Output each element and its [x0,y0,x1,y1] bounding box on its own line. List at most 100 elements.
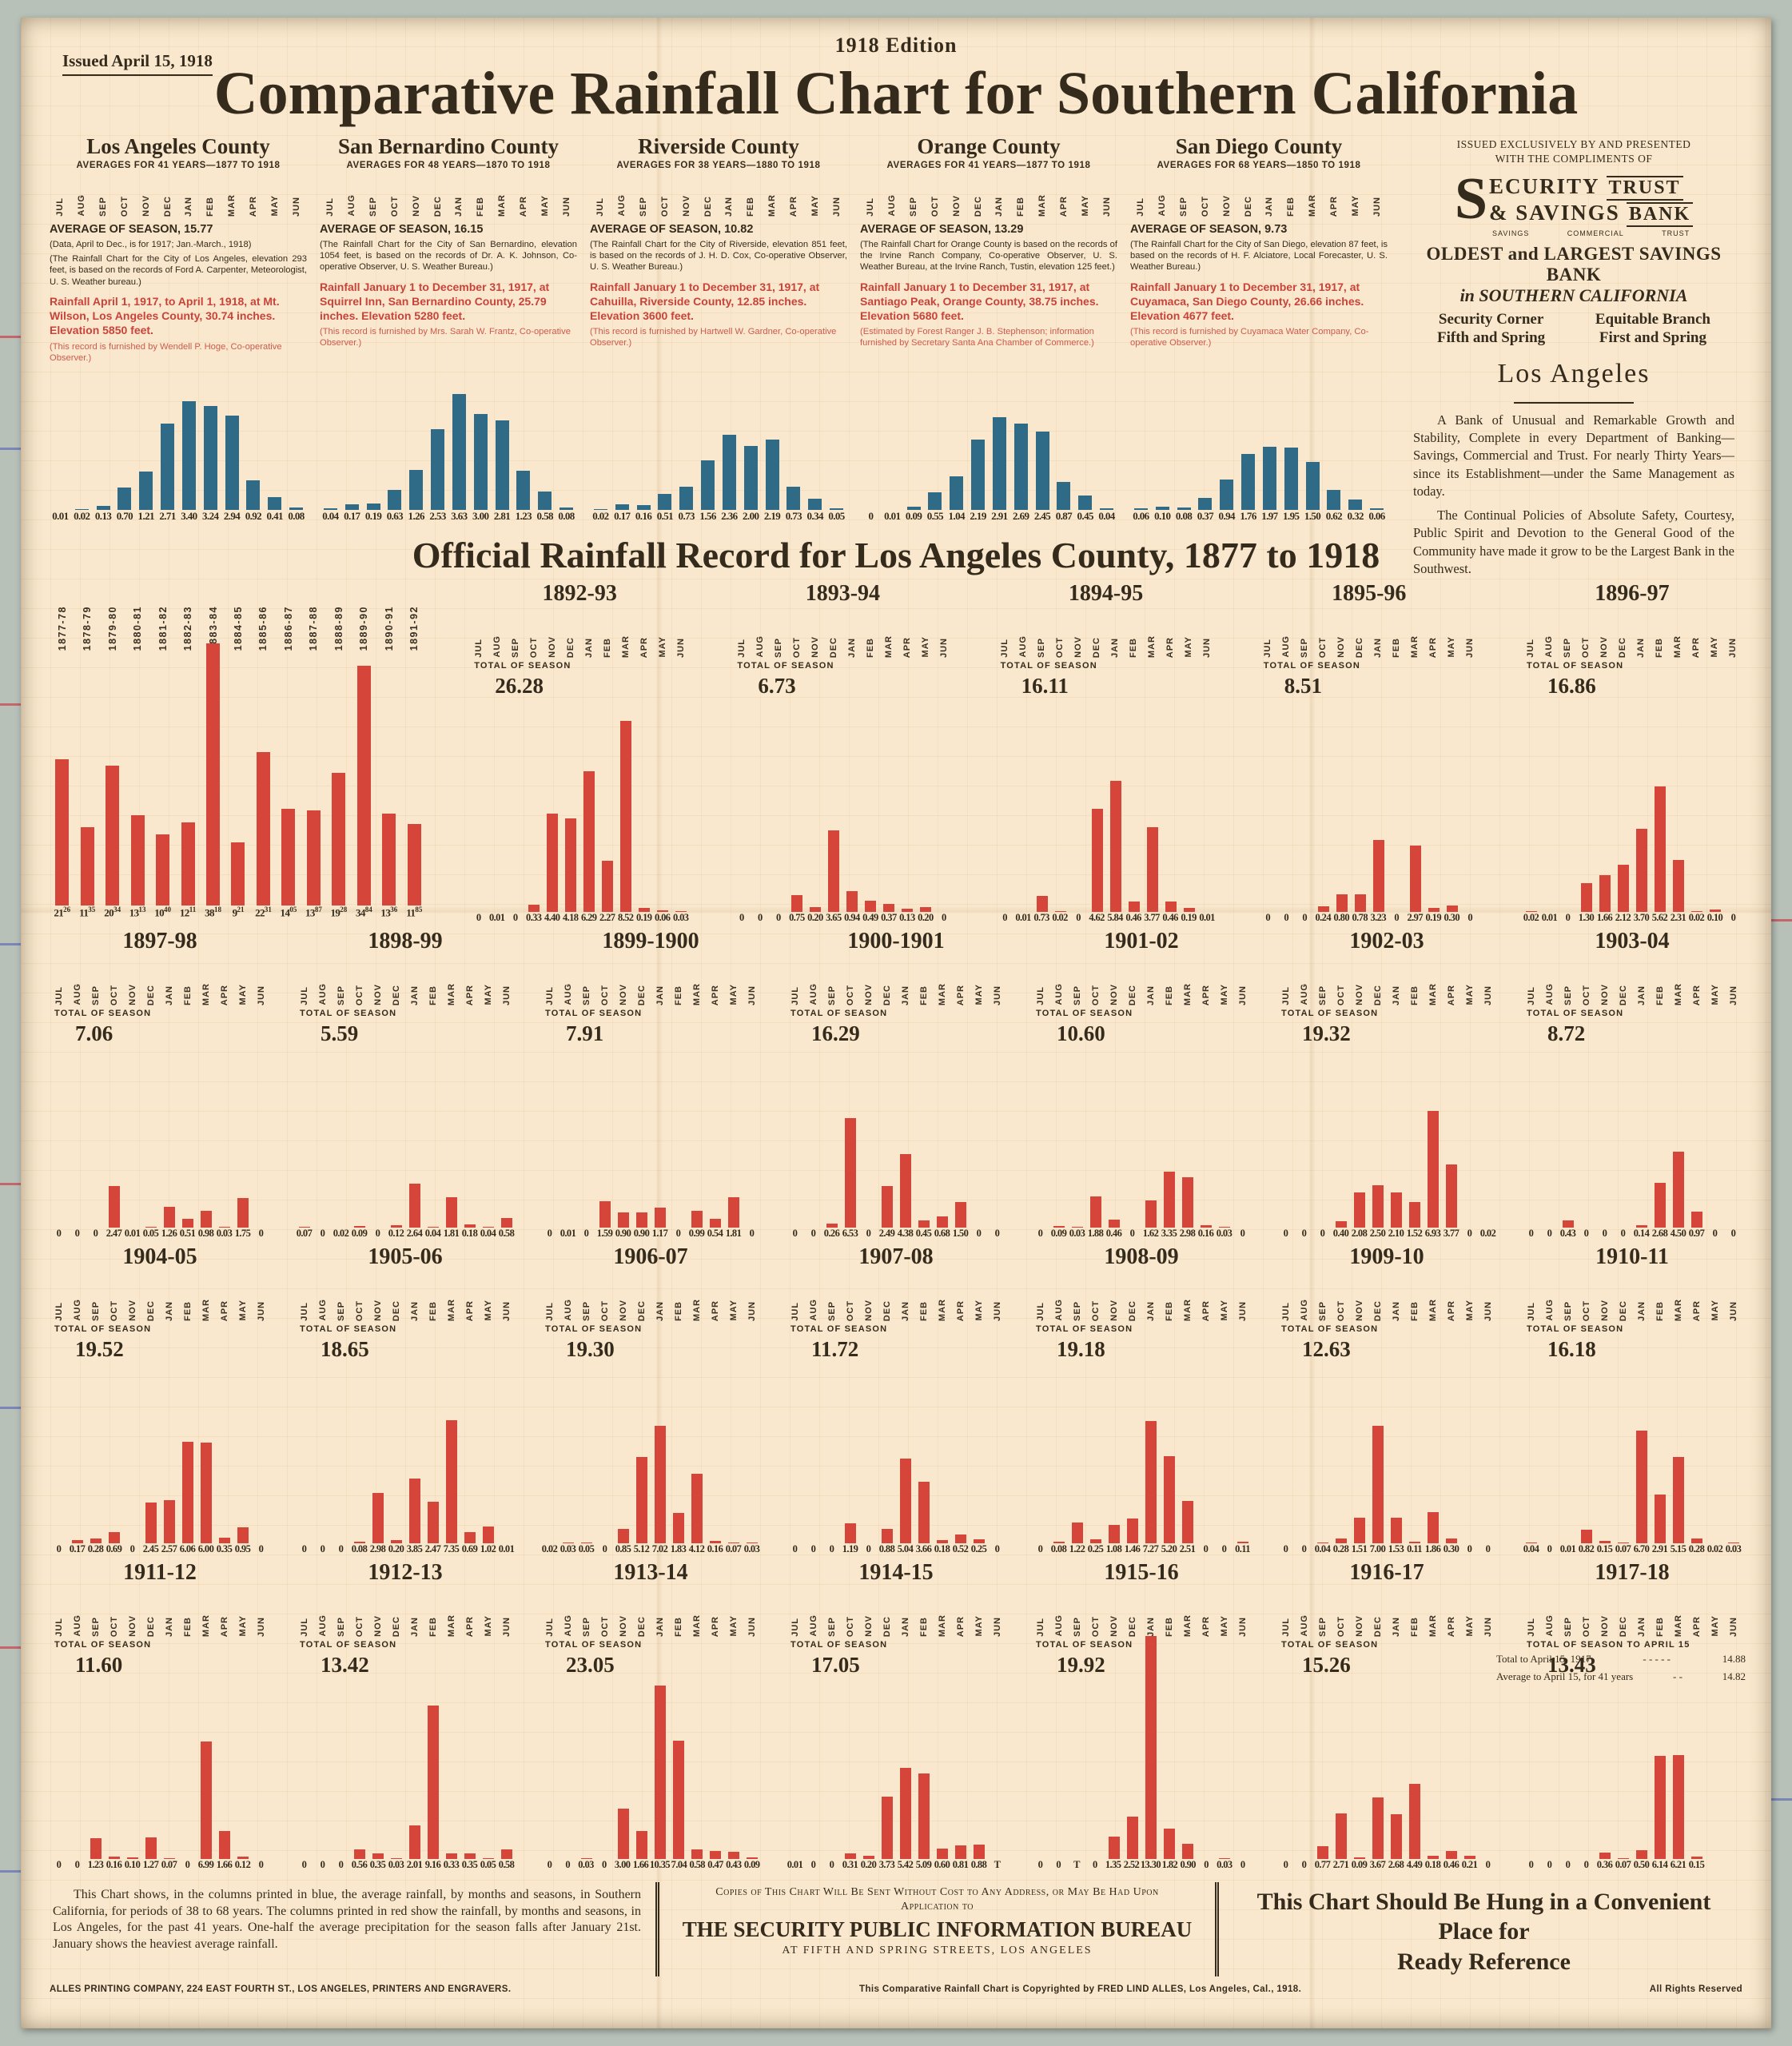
rain-bar [345,504,359,510]
month-column: AUG [1540,964,1559,1005]
season-block: 1898-99 JUL AUG SEP OCT NOV DEC JAN FEB MAR APR MAY… [295,929,516,1240]
month-column: JUN [1233,1595,1252,1637]
season-block: 1904-05 JUL AUG SEP OCT NOV DEC JAN FEB MAR APR MAY… [50,1244,270,1555]
season-chart: TOTAL OF SEASON 7.06 [50,1005,270,1228]
year-label: 1888-89 [333,606,344,651]
month-label: JAN [900,985,910,1005]
total-of-season: TOTAL OF SEASON 18.65 [300,1324,396,1362]
value-label: 0 [749,1227,755,1239]
rain-bar [464,1531,476,1543]
value-label: 0 [547,1227,552,1239]
value-label: 0 [1129,1227,1135,1239]
rain-bar [299,1226,310,1228]
month-label: MAR [1182,1298,1193,1321]
month-label: JUN [1728,1300,1738,1321]
value-label: 0.07 [296,1227,313,1239]
month-label: AUG [563,983,573,1005]
month-label: OCT [1200,195,1210,217]
total-of-season-label: TOTAL OF SEASON [474,660,571,671]
month-column: MAR [762,177,783,217]
total-of-season-value: 16.18 [1547,1336,1596,1361]
rain-bar [1673,1456,1684,1543]
month-column: JAN [896,964,914,1005]
bank-logo-line2: & SAVINGS [1489,201,1620,225]
month-column: MAR [1178,964,1197,1005]
value-label: 0.45 [1077,509,1094,522]
month-label: DEC [1243,195,1253,217]
rain-bar [1348,499,1362,510]
value-label: 0.46 [1443,1858,1459,1870]
value-label: 2.36 [721,509,738,522]
month-label: NOV [1354,1299,1364,1321]
season-block: 1913-14 JUL AUG SEP OCT NOV DEC JAN FEB MAR APR MAY… [540,1560,761,1871]
year-column: 1889-90 [352,581,376,651]
month-column: MAY [1706,964,1724,1005]
value-label: 0.10 [1706,911,1723,923]
month-label: DEC [1618,1615,1628,1637]
month-label: JUN [675,637,686,658]
month-column: JUN [1724,1280,1742,1321]
bank-city: Los Angeles [1497,358,1651,388]
month-label: FEB [1129,637,1139,658]
rain-bar [845,1117,856,1228]
rain-bar [560,507,573,510]
month-column: APR [1442,1595,1460,1637]
month-column: SEP [1296,616,1314,658]
month-column: JAN [1369,616,1388,658]
rain-bar [1036,431,1049,510]
rain-bar [354,1849,365,1859]
yearly-total-main: 10 [154,906,165,919]
month-label: MAR [691,1298,702,1321]
season-title: 1905-06 [368,1244,443,1269]
bank-panel: ISSUED EXCLUSIVELY BY AND PRESENTED WITH… [1400,134,1742,576]
month-column: APR [460,964,479,1005]
year-label: 1879-80 [106,606,118,651]
month-label: DEC [882,1300,892,1321]
bank-addr-r1: Equitable Branch [1595,311,1710,328]
month-column: JUN [1461,616,1479,658]
month-column: APR [460,1280,479,1321]
month-label: JUN [1101,196,1112,217]
month-column: JAN [896,1280,914,1321]
rain-bar [409,1825,420,1859]
value-label: 0.68 [934,1227,950,1239]
month-column: MAY [1180,616,1198,657]
value-label: 0 [1283,1542,1288,1554]
value-label: 0.73 [678,509,695,522]
month-column: APR [635,616,653,658]
month-label: JUL [790,1618,800,1637]
value-label: 5.62 [1651,911,1668,923]
rain-bar [1053,1225,1065,1228]
month-column: SEP [363,177,384,217]
month-label: APR [710,984,720,1005]
month-column: MAY [724,1595,743,1636]
month-label: AUG [317,1614,328,1637]
value-label: 0.32 [1347,509,1364,522]
month-column: APR [706,964,724,1005]
rain-bar [464,1853,476,1859]
yearly-total-label: 3818 [201,906,225,919]
month-column: DEC [632,964,651,1005]
rain-bar [863,1855,874,1859]
value-label: 2.19 [763,509,781,522]
month-column: MAR [1669,964,1687,1005]
season-title: 1893-94 [805,580,881,606]
month-label: FEB [1655,1300,1665,1321]
season-chart: TOTAL OF SEASON 16.11 [996,658,1217,912]
month-label: SEP [1072,1616,1082,1637]
rain-bar [145,1226,157,1228]
month-label: JAN [655,1300,665,1321]
rain-bar [1014,423,1028,510]
month-label: AUG [77,194,87,217]
value-label [1724,1859,1742,1871]
month-column: AUG [804,1280,822,1320]
rain-bar [1409,1201,1420,1228]
county-note: (The Rainfall Chart for Orange County is… [860,239,1117,273]
rain-bar [1690,910,1702,912]
value-label: 0 [1602,1227,1607,1239]
month-label: JUL [1280,1302,1291,1321]
rain-bar [1409,845,1421,912]
month-label: DEC [1372,984,1383,1005]
month-column: APR [1197,1595,1215,1637]
value-label: 0.31 [842,1858,858,1870]
